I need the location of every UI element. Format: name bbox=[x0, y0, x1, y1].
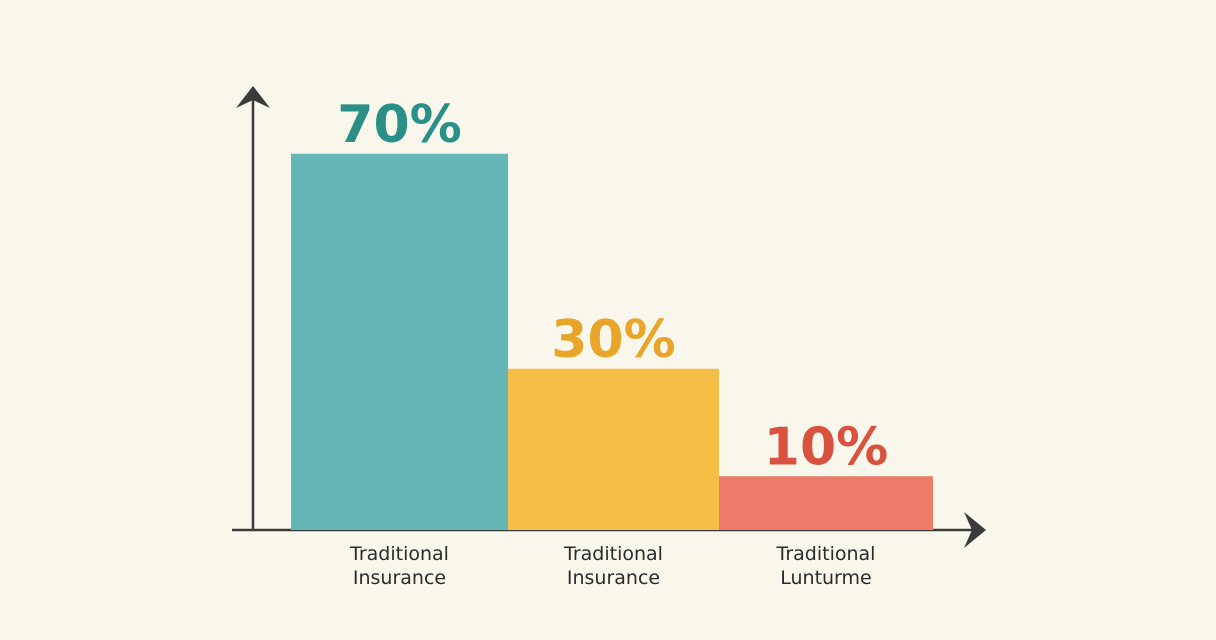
x-tick-label: Traditional Insurance bbox=[350, 543, 449, 589]
x-axis-arrow bbox=[964, 512, 986, 548]
value-label: 70% bbox=[337, 95, 461, 155]
bar bbox=[719, 476, 933, 530]
y-axis-arrow bbox=[236, 86, 270, 108]
value-label: 10% bbox=[764, 417, 888, 477]
value-label: 30% bbox=[551, 310, 675, 370]
bar bbox=[291, 153, 508, 530]
bar bbox=[508, 368, 719, 530]
x-tick-label: Traditional Insurance bbox=[564, 543, 663, 589]
x-tick-label: Traditional Lunturme bbox=[776, 543, 876, 589]
